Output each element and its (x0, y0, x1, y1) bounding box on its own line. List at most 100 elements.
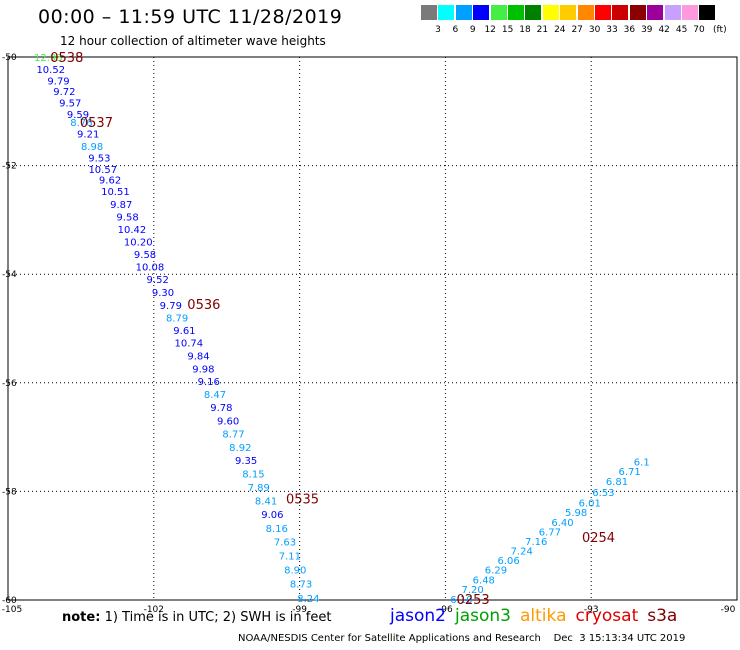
legend-swatch-9 (577, 5, 595, 20)
legend-swatch-5 (508, 5, 525, 20)
data-point-label: 6.40 (551, 518, 573, 529)
data-point-label: 10.51 (101, 187, 130, 198)
data-point-label: 8.90 (284, 566, 306, 577)
data-point-label: 9.87 (110, 200, 132, 211)
satellite-legend: jason2 jason3 altika cryosat s3a (390, 606, 686, 626)
data-point-label: 12.93 (34, 53, 63, 64)
legend-swatch-11 (612, 5, 630, 20)
data-point-label: 7.24 (511, 547, 533, 558)
legend-label-36: 36 (623, 25, 636, 35)
data-point-label: 7.20 (461, 585, 483, 596)
legend-swatch-14 (664, 5, 682, 20)
credits-line: NOAA/NESDIS Center for Satellite Applica… (238, 633, 686, 644)
data-point-label: 8.92 (229, 443, 251, 454)
x-tick-label: -90 (721, 605, 736, 615)
y-tick-label: -52 (2, 162, 17, 172)
chart-title: 00:00 – 11:59 UTC 11/28/2019 (38, 6, 343, 28)
y-tick-label: -50 (2, 53, 17, 63)
legend-swatch-12 (629, 5, 647, 20)
data-point-label: 9.62 (99, 176, 121, 187)
legend-swatch-6 (525, 5, 543, 20)
legend-label-24: 24 (554, 25, 566, 35)
data-point-label: 8.76 (70, 118, 92, 129)
plot-frame (7, 56, 738, 601)
data-point-label: 6.01 (579, 498, 601, 509)
legend-label-30: 30 (588, 25, 601, 35)
legend-unit: (ft) (713, 25, 727, 35)
data-point-label: 9.53 (88, 153, 110, 164)
legend-swatch-4 (490, 5, 508, 20)
data-point-label: 9.78 (210, 403, 232, 414)
footer-note: note: 1) Time is in UTC; 2) SWH is in fe… (62, 610, 331, 625)
data-point-label: 9.35 (235, 456, 257, 467)
data-point-label: 9.52 (147, 275, 169, 286)
legend-label-39: 39 (641, 25, 653, 35)
legend-label-12: 12 (484, 25, 496, 35)
legend-label-6: 6 (452, 25, 459, 35)
y-tick-label: -54 (2, 270, 17, 280)
data-point-label: 10.52 (36, 65, 65, 76)
data-point-label: 7.11 (279, 551, 301, 562)
data-point-label: 9.61 (173, 326, 195, 337)
data-point-label: 9.30 (152, 288, 174, 299)
satellite-jason3: jason3 (455, 606, 511, 626)
legend-label-18: 18 (519, 25, 531, 35)
legend-swatch-7 (542, 5, 560, 20)
legend-swatch-10 (595, 5, 612, 20)
legend-label-27: 27 (571, 25, 583, 35)
data-point-label: 9.58 (116, 213, 138, 224)
data-point-label: 9.21 (77, 130, 99, 141)
data-point-label: 10.57 (88, 165, 117, 176)
satellite-cryosat: cryosat (575, 606, 639, 626)
legend-label-42: 42 (658, 25, 670, 35)
x-tick-label: -102 (144, 605, 164, 615)
data-point-label: 9.60 (217, 416, 239, 427)
legend-swatch-15 (682, 5, 699, 20)
data-point-label: 7.89 (248, 483, 270, 494)
legend-swatch-3 (473, 5, 491, 20)
data-point-label: 5.98 (565, 508, 587, 519)
satellite-altika: altika (520, 606, 567, 626)
data-point-label: 7.63 (274, 537, 296, 548)
legend-swatch-2 (455, 5, 473, 20)
note-text: 1) Time is in UTC; 2) SWH is in feet (104, 610, 332, 625)
data-point-label: 6.06 (497, 556, 519, 567)
data-point-label: 6.29 (485, 566, 507, 577)
legend-swatch-8 (560, 5, 578, 20)
legend-swatch-1 (438, 5, 456, 20)
data-point-label: 9.57 (59, 99, 81, 110)
data-point-label: 9.98 (192, 365, 214, 376)
x-tick-label: -105 (2, 605, 22, 615)
legend-label-21: 21 (536, 25, 549, 35)
legend-label-3: 3 (435, 25, 441, 35)
pass-time-label: 0254 (582, 531, 615, 546)
data-point-label: 9.79 (47, 76, 69, 87)
legend-label-15: 15 (501, 25, 514, 35)
data-point-label: 8.15 (242, 469, 264, 480)
data-point-label: 9.16 (198, 377, 220, 388)
data-point-label: 9.72 (53, 87, 75, 98)
chart-subtitle: 12 hour collection of altimeter wave hei… (60, 34, 326, 48)
pass-time-label: 0535 (286, 492, 319, 507)
x-tick-label: -93 (584, 605, 599, 615)
data-point-label: 8.73 (290, 580, 312, 591)
legend-label-45: 45 (675, 25, 688, 35)
data-point-label: 10.74 (174, 339, 203, 350)
pass-time-label: 0538 (50, 51, 83, 66)
data-point-label: 6.77 (539, 528, 561, 539)
x-tick-label: -96 (438, 605, 453, 615)
data-point-label: 6.71 (618, 467, 640, 478)
satellite-s3a: s3a (647, 606, 678, 626)
legend-swatch-13 (647, 5, 665, 20)
legend-label-9: 9 (469, 25, 476, 35)
y-tick-label: -60 (2, 596, 17, 606)
data-point-label: 8.41 (255, 497, 277, 508)
legend-label-33: 33 (606, 25, 618, 35)
data-point-label: 8.24 (297, 594, 319, 605)
data-point-label: 7.16 (525, 537, 547, 548)
satellite-jason2: jason2 (390, 606, 446, 626)
data-point-label: 8.77 (222, 429, 244, 440)
legend-swatch-0 (421, 5, 438, 20)
